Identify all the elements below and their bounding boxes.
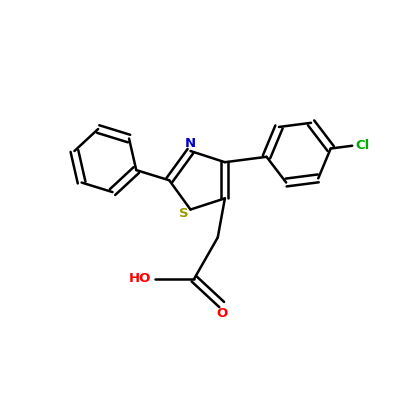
Text: O: O bbox=[216, 307, 227, 320]
Text: N: N bbox=[185, 138, 196, 150]
Text: Cl: Cl bbox=[355, 139, 369, 152]
Text: HO: HO bbox=[128, 272, 151, 285]
Text: S: S bbox=[178, 207, 188, 220]
